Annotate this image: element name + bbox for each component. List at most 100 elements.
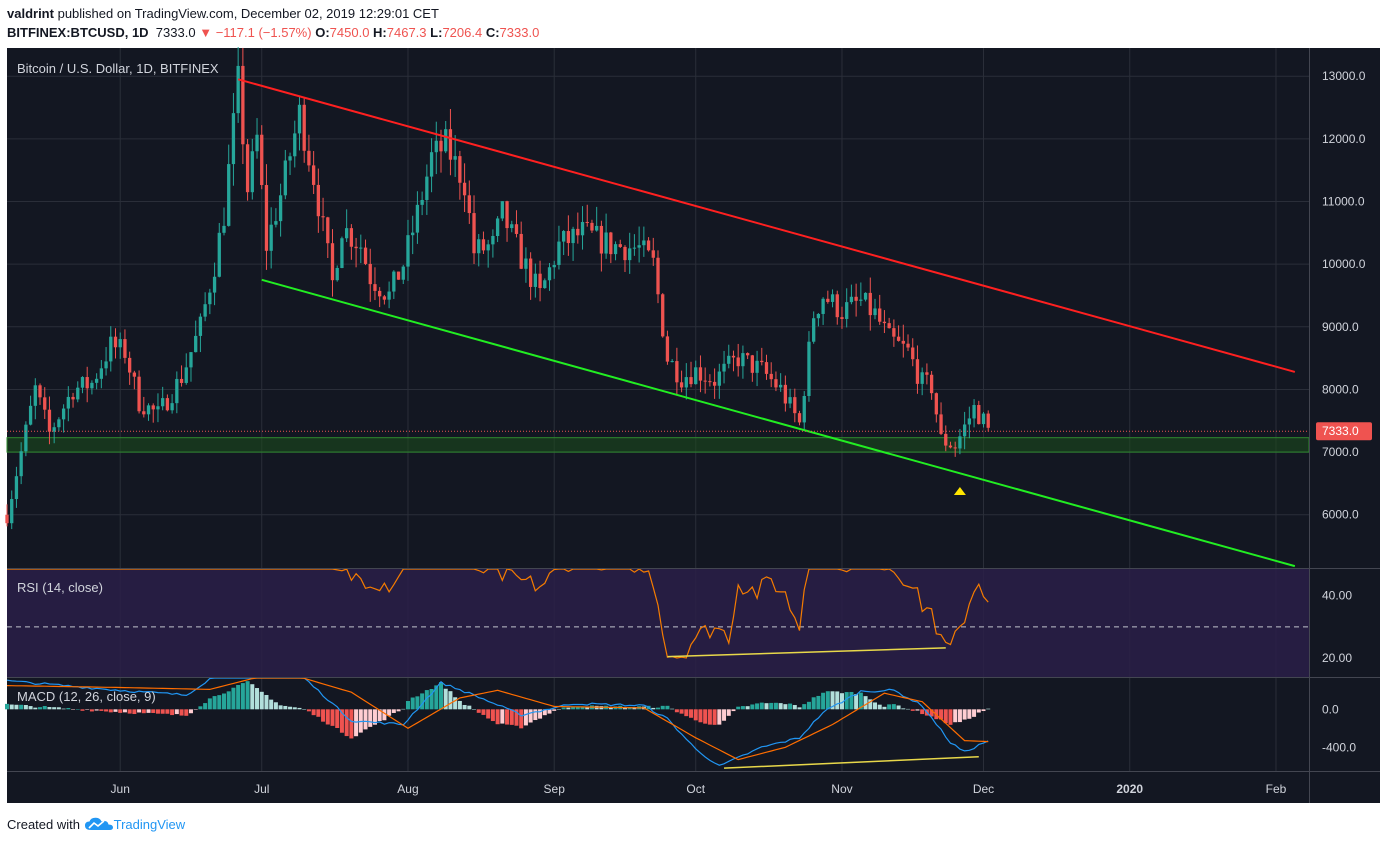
price-tick-label: 6000.0 <box>1322 508 1359 522</box>
macd-histogram-bar <box>212 696 217 710</box>
candle-body <box>967 418 971 425</box>
macd-histogram-bar <box>773 702 778 710</box>
tradingview-cloud-icon[interactable] <box>84 817 114 832</box>
candle-body <box>76 387 80 400</box>
price-tick-label: 12000.0 <box>1322 132 1366 146</box>
candle-body <box>953 447 957 449</box>
macd-histogram-bar <box>14 704 19 710</box>
candle-body <box>835 294 839 318</box>
macd-histogram-bar <box>481 709 486 715</box>
macd-histogram-bar <box>764 703 769 710</box>
macd-histogram-bar <box>839 693 844 710</box>
macd-histogram-bar <box>660 705 665 710</box>
macd-histogram-bar <box>622 707 627 710</box>
candle-body <box>595 225 599 231</box>
tradingview-brand[interactable]: TradingView <box>113 817 186 832</box>
macd-histogram-bar <box>245 681 250 710</box>
support-trendline <box>261 278 1296 568</box>
high-value: 7467.3 <box>386 25 427 40</box>
macd-histogram-bar <box>665 705 670 710</box>
candle-body <box>335 267 339 281</box>
macd-histogram-bar <box>802 704 807 710</box>
macd-histogram-bar <box>830 691 835 710</box>
candle-body <box>208 292 212 305</box>
macd-histogram-bar <box>896 705 901 710</box>
candle-body <box>43 397 47 410</box>
macd-histogram-bar <box>377 709 382 721</box>
candle-body <box>161 398 165 407</box>
macd-histogram-bar <box>66 708 71 710</box>
macd-histogram-bar <box>56 707 61 710</box>
macd-histogram-bar <box>901 708 906 710</box>
candle-body <box>486 244 490 251</box>
macd-histogram-bar <box>750 704 755 710</box>
candle-body <box>722 363 726 372</box>
candle-body <box>118 339 122 348</box>
macd-histogram-bar <box>250 684 255 710</box>
candle-body <box>689 377 693 385</box>
candle-body <box>184 367 188 383</box>
macd-histogram-bar <box>438 682 444 710</box>
open-label: O: <box>315 25 330 40</box>
candle-body <box>566 231 571 244</box>
time-tick-label: Jul <box>254 782 269 796</box>
macd-histogram-bar <box>547 709 552 714</box>
candle-body <box>429 152 434 177</box>
macd-histogram-bar <box>755 703 760 710</box>
candle-body <box>415 204 420 233</box>
close-value: 7333.0 <box>499 25 540 40</box>
author-name[interactable]: valdrint <box>7 6 54 21</box>
candle-body <box>920 372 924 384</box>
candle-body <box>368 263 372 285</box>
macd-histogram-bar <box>835 691 840 710</box>
axes: 13000.0 12000.0 11000.0 10000.0 9000.0 8000.0… <box>111 69 1372 796</box>
macd-histogram-bar <box>240 683 245 710</box>
candle-body <box>528 258 533 287</box>
rsi-pane-title: RSI (14, close) <box>17 580 103 595</box>
candles <box>5 47 990 530</box>
candle-body <box>788 397 792 404</box>
macd-histogram-bar <box>957 709 962 723</box>
candle-body <box>816 313 821 319</box>
candle-body <box>411 232 415 236</box>
macd-histogram-bar <box>80 709 85 711</box>
candle-body <box>939 414 943 434</box>
candle-body <box>278 195 283 222</box>
macd-histogram-bar <box>344 709 349 737</box>
candle-body <box>491 235 495 245</box>
candle-body <box>519 233 523 269</box>
candle-body <box>472 213 476 254</box>
candle-body <box>911 347 915 360</box>
macd-histogram-bar <box>561 707 566 710</box>
candle-body <box>467 195 471 214</box>
macd-histogram-bar <box>821 692 826 710</box>
macd-histogram-bar <box>943 709 948 724</box>
support-zone <box>6 437 1310 453</box>
macd-histogram-bar <box>854 694 859 710</box>
macd-histogram-bar <box>490 709 495 722</box>
macd-histogram-bar <box>372 709 377 725</box>
candle-body <box>99 368 103 379</box>
macd-histogram-bar <box>726 709 731 716</box>
macd-histogram-bar <box>976 709 981 713</box>
resistance-trendline <box>237 78 1296 373</box>
candle-body <box>245 144 250 193</box>
macd-histogram-bar <box>953 709 958 723</box>
close-label: C: <box>485 25 500 40</box>
candle-body <box>236 65 240 114</box>
candle-body <box>57 419 61 428</box>
candle-body <box>448 129 453 160</box>
candle-body <box>38 385 42 398</box>
macd-histogram-bar <box>915 709 920 711</box>
candle-body <box>458 156 462 183</box>
open-value: 7450.0 <box>329 25 370 40</box>
macd-histogram-bar <box>226 691 231 710</box>
candle-body <box>420 199 424 205</box>
candle-body <box>623 246 627 261</box>
candle-body <box>868 292 872 316</box>
candle-body <box>651 250 655 258</box>
rsi-divergence-line <box>667 647 946 658</box>
macd-histogram-bar <box>788 703 793 710</box>
last-price-tag <box>1316 422 1372 441</box>
